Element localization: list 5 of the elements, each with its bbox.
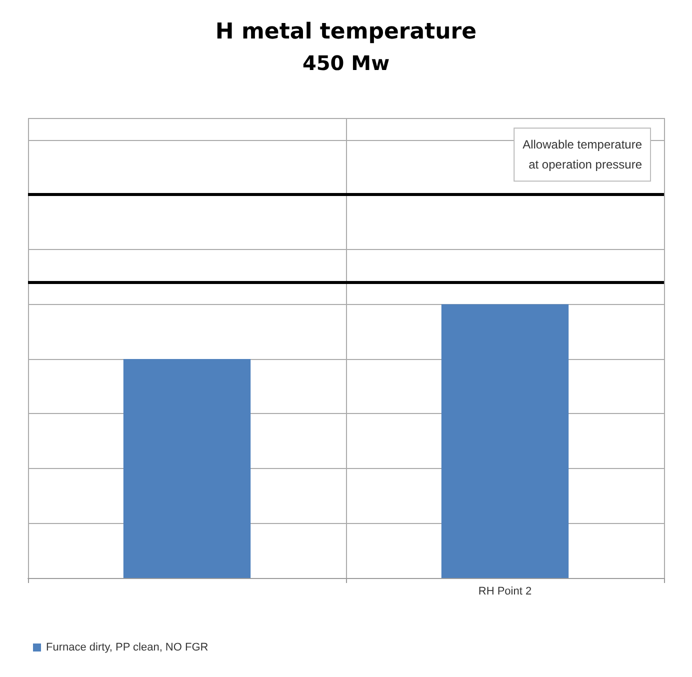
ref-line-label: Allowable temperature at operation pressure [522,138,642,172]
chart-title: H metal temperature [215,20,477,44]
x-tick-label: RH Point 2 [478,586,532,598]
legend-label: Furnace dirty, PP clean, NO FGR [46,642,208,654]
chart-subtitle: 450 Mw [302,51,390,75]
